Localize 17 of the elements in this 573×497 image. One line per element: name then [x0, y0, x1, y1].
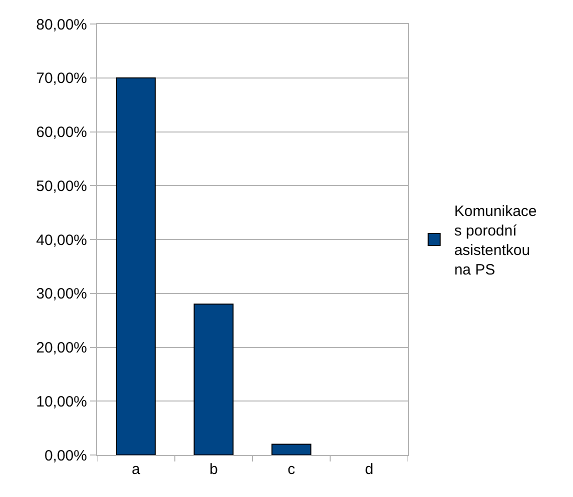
bar [194, 304, 234, 455]
y-tick-label: 10,00% [36, 393, 87, 410]
y-tick-label: 60,00% [36, 124, 87, 141]
y-tick-label: 0,00% [44, 447, 87, 464]
bar [271, 444, 312, 455]
bar [116, 77, 156, 455]
y-tick-label: 30,00% [36, 286, 87, 303]
y-tick-label: 70,00% [36, 70, 87, 88]
x-tick-label: d [364, 461, 374, 478]
y-tick-label: 20,00% [36, 340, 87, 356]
x-tick-label: a [132, 461, 141, 478]
x-tick-label: b [209, 461, 218, 478]
y-tick-label: 50,00% [36, 178, 87, 195]
legend-label: Komunikace s porodní asistentkou na PS [454, 203, 537, 279]
x-tick-label: c [288, 461, 296, 478]
y-tick-label: 80,00% [36, 16, 87, 34]
y-tick-label: 40,00% [36, 232, 87, 249]
